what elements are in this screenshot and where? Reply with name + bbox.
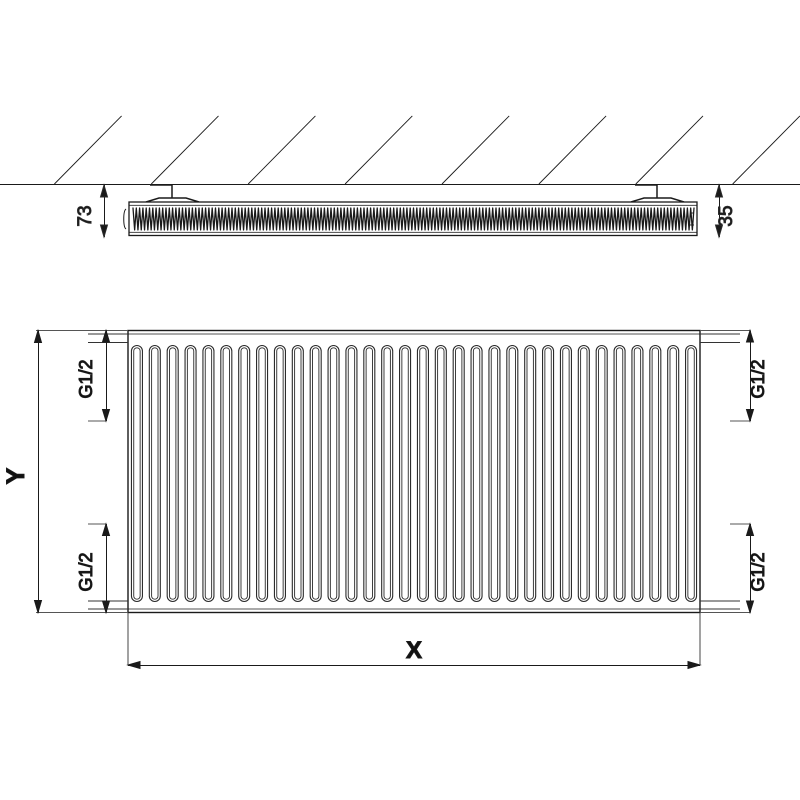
svg-text:73: 73 — [75, 205, 96, 226]
svg-text:G1/2: G1/2 — [76, 359, 96, 398]
svg-text:G1/2: G1/2 — [748, 359, 768, 398]
svg-text:X: X — [406, 637, 422, 664]
svg-text:G1/2: G1/2 — [748, 552, 768, 591]
svg-text:35: 35 — [716, 205, 737, 226]
svg-text:G1/2: G1/2 — [76, 552, 96, 591]
svg-text:Y: Y — [2, 467, 30, 484]
